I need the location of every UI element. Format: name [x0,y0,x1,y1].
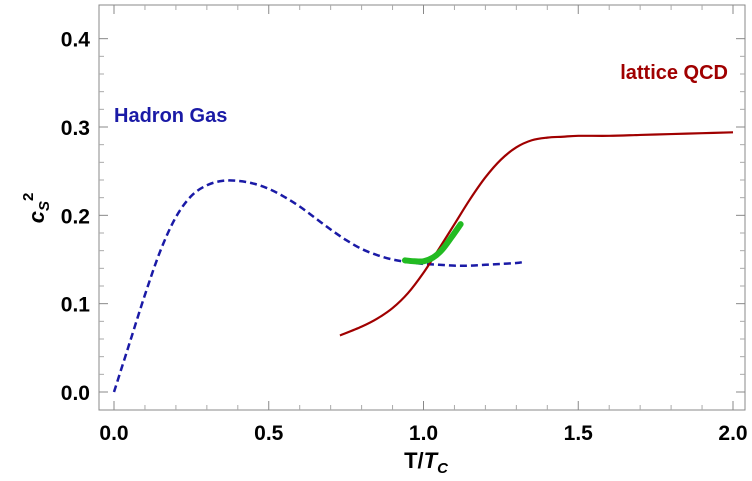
y-tick-label: 0.1 [61,294,91,317]
crossover-band-line [401,221,464,265]
y-tick-label: 0.3 [61,117,90,140]
x-tick-label: 1.5 [564,422,594,445]
plot-border [98,4,746,411]
y-axis-title: cS2 [20,193,53,224]
lattice-qcd-label: lattice QCD [620,62,728,84]
x-axis-ticks: 0.0 0.5 1.0 1.5 2.0 [99,5,748,445]
y-axis-ticks: 0.0 0.1 0.2 0.3 0.4 [61,29,745,405]
y-tick-label: 0.2 [61,205,90,228]
y-axis-title-subscript: S [36,201,53,211]
y-tick-label: 0.0 [61,382,90,405]
y-axis-title-superscript: 2 [20,193,37,201]
plot-frame [98,4,746,411]
hadron-gas-line [112,179,523,393]
x-axis-title-subscript: C [437,460,449,477]
x-axis-title: T/TC [404,448,449,477]
x-tick-label: 2.0 [718,422,747,445]
y-tick-label: 0.4 [61,29,91,52]
x-tick-label: 0.0 [99,422,128,445]
x-axis-title-symbol: T [424,448,439,473]
x-tick-label: 0.5 [254,422,284,445]
x-tick-label: 1.0 [409,422,438,445]
hadron-gas-label: Hadron Gas [114,105,227,127]
y-axis-title-main: c [24,211,49,223]
series-layer [112,131,734,393]
lattice-qcd-line [339,131,734,337]
x-axis-title-main: T/ [404,448,424,473]
